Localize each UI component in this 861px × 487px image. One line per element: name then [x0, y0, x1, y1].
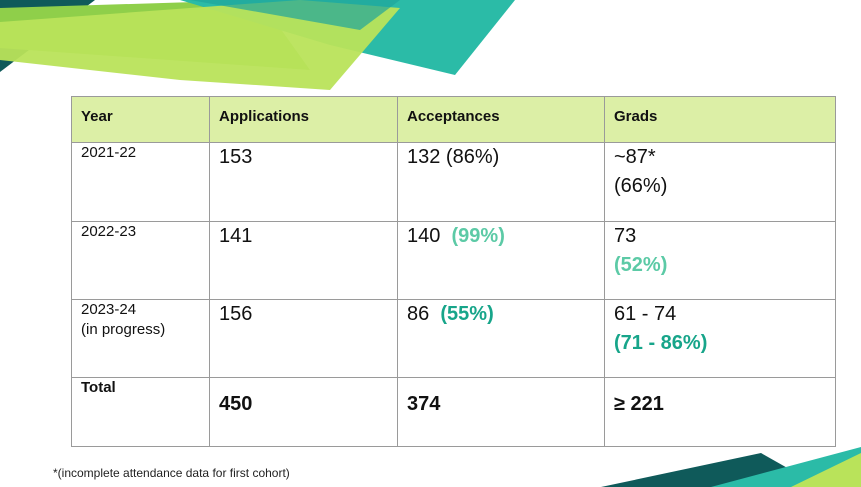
year-cell: 2022-23	[71, 221, 210, 300]
footnote: *(incomplete attendance data for first c…	[53, 466, 290, 480]
acceptances-value: 132 (86%)	[407, 146, 500, 168]
total-applications: 450	[209, 377, 398, 447]
year-cell: 2023-24 (in progress)	[71, 299, 210, 378]
admissions-table: Year Applications Acceptances Grads 2021…	[71, 96, 836, 447]
total-row: Total 450 374 ≥ 221	[71, 377, 836, 447]
total-label: Total	[71, 377, 210, 447]
year-label: 2022-23	[81, 223, 137, 240]
header-applications: Applications	[209, 96, 398, 143]
year-cell: 2021-22	[71, 142, 210, 222]
grads-percent: (71 - 86%)	[614, 332, 708, 354]
acceptances-value: 140	[407, 225, 441, 247]
grads-percent: (52%)	[614, 254, 668, 276]
total-acceptances: 374	[397, 377, 605, 447]
grads-cell: ~87* (66%)	[604, 142, 836, 222]
total-grads: ≥ 221	[604, 377, 836, 447]
header-grads: Grads	[604, 96, 836, 143]
grads-cell: 73 (52%)	[604, 221, 836, 300]
acceptances-cell: 140 (99%)	[397, 221, 605, 300]
year-label: 2023-24	[81, 301, 137, 318]
table-row: 2021-22 153 132 (86%) ~87* (66%)	[71, 142, 836, 222]
footer-decoration	[601, 447, 861, 487]
applications-cell: 156	[209, 299, 398, 378]
table-header-row: Year Applications Acceptances Grads	[71, 96, 836, 143]
grads-percent: (66%)	[614, 175, 668, 197]
acceptances-percent: (99%)	[451, 225, 505, 247]
table-row: 2022-23 141 140 (99%) 73 (52%)	[71, 221, 836, 300]
table-row: 2023-24 (in progress) 156 86 (55%) 61 - …	[71, 299, 836, 378]
applications-cell: 141	[209, 221, 398, 300]
grads-value: ~87*	[614, 146, 656, 168]
header-decoration	[0, 0, 515, 90]
header-acceptances: Acceptances	[397, 96, 605, 143]
acceptances-cell: 132 (86%)	[397, 142, 605, 222]
acceptances-cell: 86 (55%)	[397, 299, 605, 378]
acceptances-value: 86	[407, 303, 430, 325]
grads-cell: 61 - 74 (71 - 86%)	[604, 299, 836, 378]
year-label: 2021-22	[81, 144, 137, 161]
header-year: Year	[71, 96, 210, 143]
acceptances-percent: (55%)	[440, 303, 494, 325]
year-note: (in progress)	[81, 321, 166, 338]
grads-value: 73	[614, 225, 637, 247]
applications-cell: 153	[209, 142, 398, 222]
grads-value: 61 - 74	[614, 303, 677, 325]
